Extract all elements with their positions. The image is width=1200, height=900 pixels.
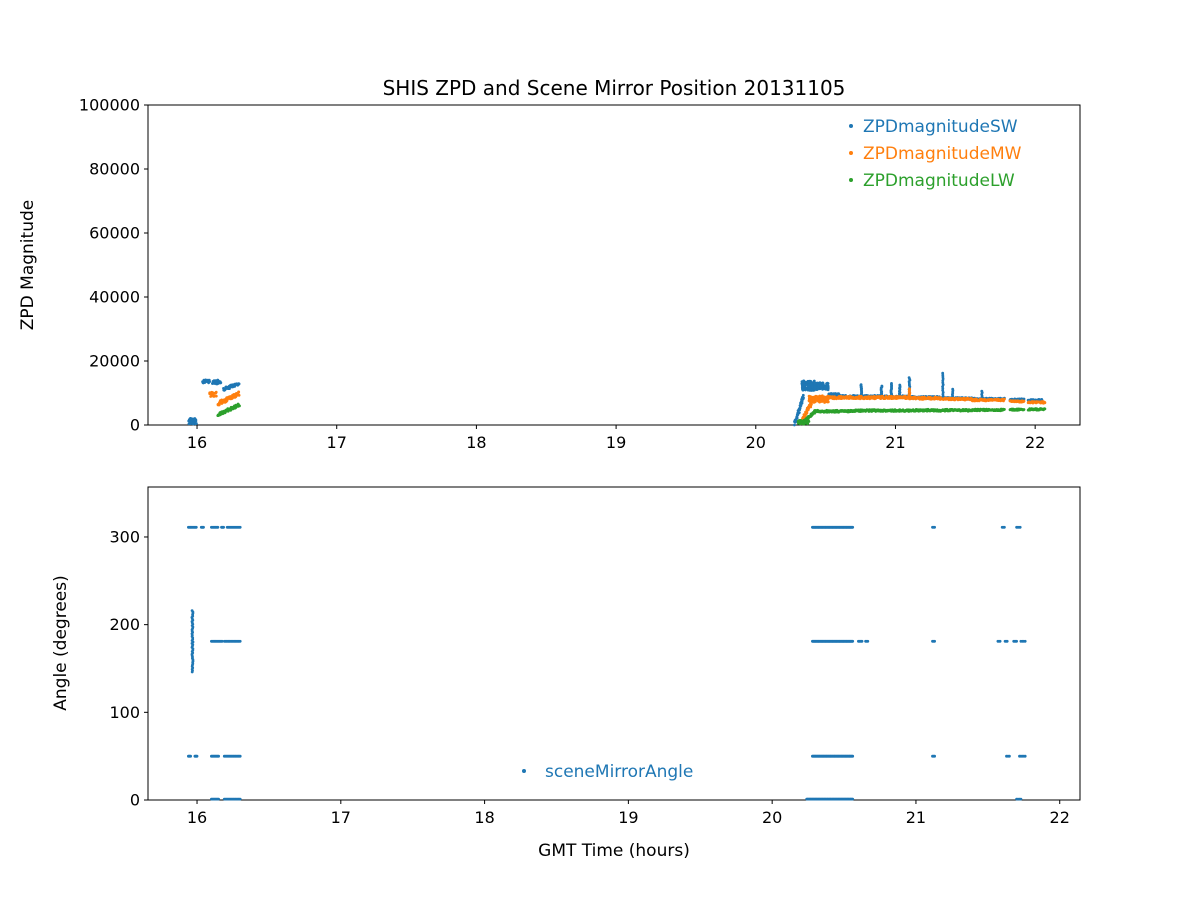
y-tick-label: 80000 bbox=[89, 160, 140, 179]
x-tick-label: 18 bbox=[474, 808, 494, 827]
x-tick-label: 18 bbox=[466, 433, 486, 452]
y-tick-label: 20000 bbox=[89, 352, 140, 371]
x-tick-label: 19 bbox=[618, 808, 638, 827]
angle-ticks: 16 17 18 19 20 21 22 0 100 200 300 bbox=[109, 527, 1069, 827]
series-ZPDmagnitudeLW bbox=[216, 402, 1047, 426]
x-tick-label: 22 bbox=[1050, 808, 1070, 827]
x-tick-label: 16 bbox=[187, 808, 207, 827]
x-tick-label: 16 bbox=[187, 433, 207, 452]
series-sceneMirrorAngle bbox=[187, 525, 1027, 801]
y-tick-label: 40000 bbox=[89, 288, 140, 307]
angle-plot-border bbox=[147, 486, 1081, 801]
x-tick-label: 19 bbox=[606, 433, 626, 452]
zpd-scatter-points bbox=[187, 371, 1047, 427]
y-tick-label: 60000 bbox=[89, 224, 140, 243]
legend-marker-sw bbox=[849, 124, 853, 128]
legend-label-lw: ZPDmagnitudeLW bbox=[863, 171, 1015, 191]
x-tick-label: 21 bbox=[885, 433, 905, 452]
legend-marker-scene-mirror bbox=[522, 769, 526, 773]
legend-marker-mw bbox=[849, 151, 853, 155]
x-tick-label: 21 bbox=[906, 808, 926, 827]
angle-plot: Angle (degrees) GMT Time (hours) 16 17 18 1… bbox=[51, 486, 1081, 861]
series-ZPDmagnitudeMW bbox=[208, 387, 1047, 425]
zpd-legend: ZPDmagnitudeSW ZPDmagnitudeMW ZPDmagnitu… bbox=[849, 117, 1022, 191]
legend-label-sw: ZPDmagnitudeSW bbox=[863, 117, 1018, 137]
angle-y-axis-label: Angle (degrees) bbox=[51, 575, 71, 710]
x-tick-label: 22 bbox=[1025, 433, 1045, 452]
y-tick-label: 0 bbox=[130, 791, 140, 810]
angle-scatter-points bbox=[187, 525, 1027, 801]
legend-marker-lw bbox=[849, 178, 853, 182]
x-tick-label: 20 bbox=[746, 433, 766, 452]
legend-label-scene-mirror: sceneMirrorAngle bbox=[545, 762, 693, 782]
zpd-plot-border bbox=[147, 104, 1081, 426]
zpd-plot: SHIS ZPD and Scene Mirror Position 20131… bbox=[18, 76, 1081, 453]
y-tick-label: 200 bbox=[109, 615, 140, 634]
chart-title: SHIS ZPD and Scene Mirror Position 20131… bbox=[383, 76, 846, 100]
y-tick-label: 300 bbox=[109, 527, 140, 546]
x-tick-label: 17 bbox=[331, 808, 351, 827]
y-tick-label: 0 bbox=[130, 416, 140, 435]
zpd-ticks: 16 17 18 19 20 21 22 0 20000 40000 60000 80000 10000… bbox=[79, 96, 1045, 453]
angle-legend: sceneMirrorAngle bbox=[522, 762, 693, 782]
x-tick-label: 17 bbox=[327, 433, 347, 452]
x-axis-label: GMT Time (hours) bbox=[538, 841, 690, 861]
legend-label-mw: ZPDmagnitudeMW bbox=[863, 144, 1022, 164]
zpd-y-axis-label: ZPD Magnitude bbox=[18, 200, 38, 330]
x-tick-label: 20 bbox=[762, 808, 782, 827]
y-tick-label: 100000 bbox=[79, 96, 140, 115]
y-tick-label: 100 bbox=[109, 703, 140, 722]
